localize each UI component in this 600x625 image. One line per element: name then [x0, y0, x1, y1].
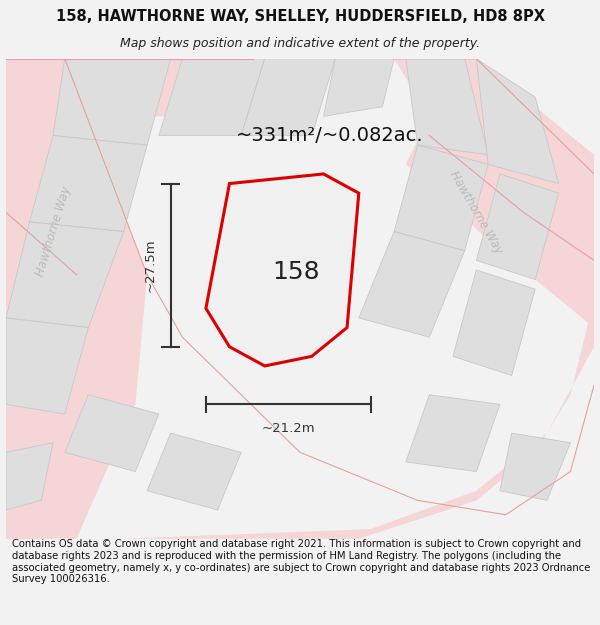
Polygon shape: [406, 116, 594, 328]
Polygon shape: [453, 270, 535, 376]
Polygon shape: [206, 174, 359, 366]
Polygon shape: [476, 59, 559, 184]
Text: Contains OS data © Crown copyright and database right 2021. This information is : Contains OS data © Crown copyright and d…: [12, 539, 590, 584]
Polygon shape: [406, 395, 500, 471]
Polygon shape: [147, 59, 253, 116]
Polygon shape: [500, 433, 571, 501]
Polygon shape: [29, 136, 147, 231]
Polygon shape: [6, 222, 124, 328]
Polygon shape: [464, 59, 594, 213]
Polygon shape: [241, 59, 335, 136]
Text: Map shows position and indicative extent of the property.: Map shows position and indicative extent…: [120, 37, 480, 50]
Text: ~21.2m: ~21.2m: [262, 422, 315, 435]
Text: 158, HAWTHORNE WAY, SHELLEY, HUDDERSFIELD, HD8 8PX: 158, HAWTHORNE WAY, SHELLEY, HUDDERSFIEL…: [56, 9, 545, 24]
Text: 158: 158: [272, 261, 319, 284]
Polygon shape: [394, 59, 594, 270]
Polygon shape: [406, 59, 488, 155]
Text: ~27.5m: ~27.5m: [143, 238, 157, 292]
Text: Hawthorne Way: Hawthorne Way: [448, 169, 505, 256]
Text: Hawthorne Way: Hawthorne Way: [33, 185, 73, 278]
Polygon shape: [359, 231, 464, 337]
Polygon shape: [323, 59, 394, 116]
Polygon shape: [6, 213, 112, 414]
Polygon shape: [6, 59, 147, 539]
Polygon shape: [159, 59, 265, 136]
Polygon shape: [6, 59, 124, 299]
Polygon shape: [6, 356, 100, 539]
Polygon shape: [77, 299, 594, 539]
Polygon shape: [476, 174, 559, 279]
Polygon shape: [53, 59, 170, 145]
Polygon shape: [6, 318, 88, 414]
Polygon shape: [147, 433, 241, 510]
Text: ~331m²/~0.082ac.: ~331m²/~0.082ac.: [236, 126, 423, 145]
Polygon shape: [394, 145, 488, 251]
Polygon shape: [6, 442, 53, 510]
Polygon shape: [65, 395, 159, 471]
